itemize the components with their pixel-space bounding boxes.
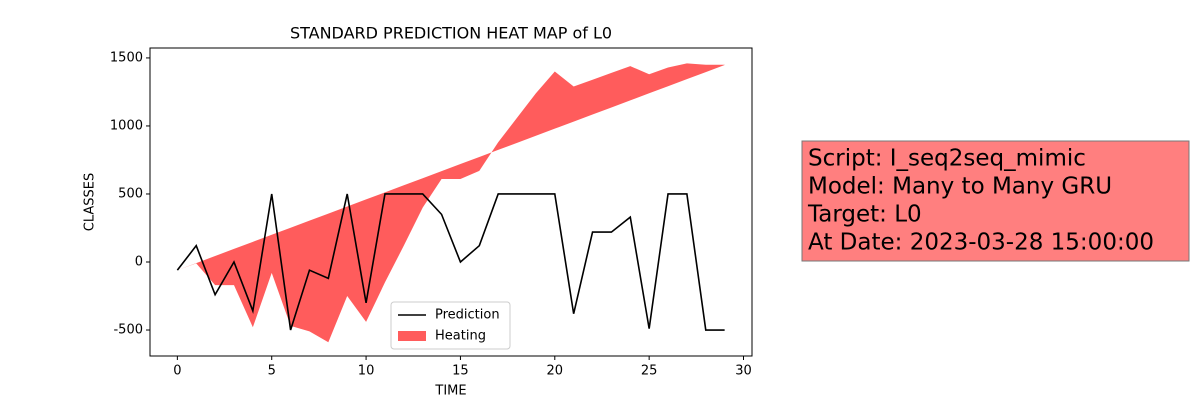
x-axis-label: TIME	[434, 384, 466, 399]
annotation-text: Model: Many to Many GRU	[808, 174, 1112, 200]
plot-frame	[149, 47, 753, 357]
annotation-text: Target: L0	[807, 202, 922, 228]
x-tick-label: 0	[173, 364, 181, 379]
legend-swatch	[398, 331, 426, 341]
y-tick-label: -500	[113, 323, 143, 338]
y-axis-label: CLASSES	[83, 173, 98, 231]
annotation-text: Script: I_seq2seq_mimic	[808, 146, 1086, 172]
x-tick-label: 10	[358, 364, 375, 379]
x-tick-label: 15	[452, 364, 469, 379]
line	[176, 193, 725, 331]
chart-title: STANDARD PREDICTION HEAT MAP of L0	[290, 24, 612, 43]
annotation-box	[801, 140, 1190, 262]
x-tick-label: 25	[641, 364, 658, 379]
x-tick-label: 5	[268, 364, 276, 379]
y-tick-label: 0	[135, 254, 143, 269]
x-tick-label: 20	[547, 364, 564, 379]
x-tick-label: 30	[735, 364, 752, 379]
annotation-text: At Date: 2023-03-28 15:00:00	[808, 230, 1154, 256]
y-tick-label: 1000	[110, 118, 143, 133]
area	[177, 63, 725, 343]
legend-label: Prediction	[435, 308, 500, 323]
legend-label: Heating	[435, 329, 486, 344]
y-tick-label: 500	[118, 186, 143, 201]
y-tick-label: 1500	[110, 50, 143, 65]
